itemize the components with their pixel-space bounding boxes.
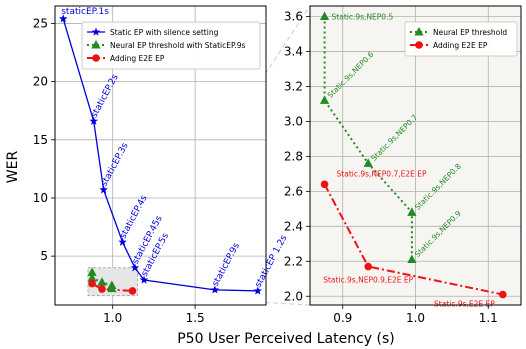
data-point: [130, 263, 140, 272]
data-point: [363, 158, 373, 167]
data-point: [118, 237, 127, 246]
legend-marker: [415, 41, 423, 49]
data-point: [58, 14, 68, 23]
data-point: [139, 275, 149, 284]
data-point: [407, 254, 417, 264]
legend-marker: [91, 27, 101, 36]
legend-box: [81, 21, 261, 70]
left-plot-frame: [54, 5, 267, 306]
point-label: Static.9s,E2E EP: [434, 300, 495, 309]
point-label: staticEP.1s: [61, 7, 109, 17]
x-tick-label: 1.1: [479, 311, 498, 325]
point-label: Static.9s,NEP0.5: [332, 12, 394, 21]
y-tick-label: 3.2: [284, 79, 303, 93]
data-point: [107, 283, 117, 293]
data-point: [319, 11, 330, 20]
data-point: [320, 180, 329, 189]
y-tick-label: 3.4: [284, 44, 303, 58]
data-point: [87, 273, 97, 282]
y-tick-label: 25: [33, 16, 48, 30]
y-tick-label: 2.2: [284, 254, 303, 268]
data-point: [87, 267, 97, 276]
x-tick-label: 1.0: [406, 311, 425, 325]
point-label: Static.9s,NEP0.9,E2E EP: [323, 276, 413, 285]
y-tick-label: 3.6: [284, 9, 303, 23]
data-point: [128, 287, 137, 295]
data-point: [98, 285, 106, 293]
legend-marker: [414, 27, 424, 36]
legend-box: [404, 21, 518, 57]
y-tick-label: 3.0: [284, 114, 303, 128]
left-legend: Static EP with silence setting Neural EP …: [81, 21, 261, 70]
right-series-markers: [319, 11, 507, 299]
legend-label: Adding E2E EP: [433, 41, 488, 50]
data-point: [89, 116, 99, 125]
y-tick-label: 5: [40, 249, 48, 263]
legend-marker: [91, 40, 101, 49]
legend-label: Adding E2E EP: [110, 54, 165, 63]
data-point: [97, 277, 107, 286]
left-panel: staticEP.1sstaticEP.2sstaticEP.3sstaticE…: [33, 5, 290, 325]
point-label: Static.9s,NEP0.7,E2E EP: [337, 169, 427, 178]
y-tick-label: 15: [33, 133, 48, 147]
series-line: [62, 18, 258, 292]
right-axis-ticks: 0.9 1.0 1.1 2.0 2.2 2.4 2.6 2.8 3.0 3.2 3.4 3.6: [284, 9, 498, 325]
y-axis-label: WER: [5, 151, 21, 184]
data-point: [99, 185, 108, 194]
data-point: [319, 95, 330, 104]
x-tick-label: 0.9: [333, 311, 352, 325]
x-tick-label: 1.5: [186, 311, 205, 325]
legend-marker: [92, 54, 100, 62]
legend-label: Neural EP threshold: [433, 28, 507, 37]
right-panel: Static.9s,NEP0.5Static.9s,NEP0.6Static.9…: [284, 5, 522, 325]
legend-label: Static EP with silence setting: [110, 28, 219, 37]
data-point: [499, 290, 507, 299]
data-point: [364, 262, 373, 271]
data-point: [253, 286, 263, 295]
left-series-markers: [58, 14, 263, 295]
y-tick-label: 2.8: [284, 149, 303, 163]
legend-label: Neural EP threshold with StaticEP.9s: [110, 41, 245, 50]
y-tick-label: 2.4: [284, 219, 303, 233]
data-point: [407, 207, 417, 216]
y-tick-label: 10: [33, 191, 48, 205]
data-point: [210, 285, 220, 294]
x-tick-label: 1.0: [103, 311, 122, 325]
y-tick-label: 20: [33, 75, 48, 89]
y-tick-label: 2.6: [284, 184, 303, 198]
data-point: [88, 279, 96, 288]
y-tick-label: 2.0: [284, 289, 303, 303]
x-axis-label: P50 User Perceived Latency (s): [177, 331, 395, 347]
right-legend: Neural EP threshold Adding E2E EP: [404, 21, 518, 57]
left-axis-ticks: 1.0 1.5 5 10 15 20 25: [33, 16, 205, 325]
